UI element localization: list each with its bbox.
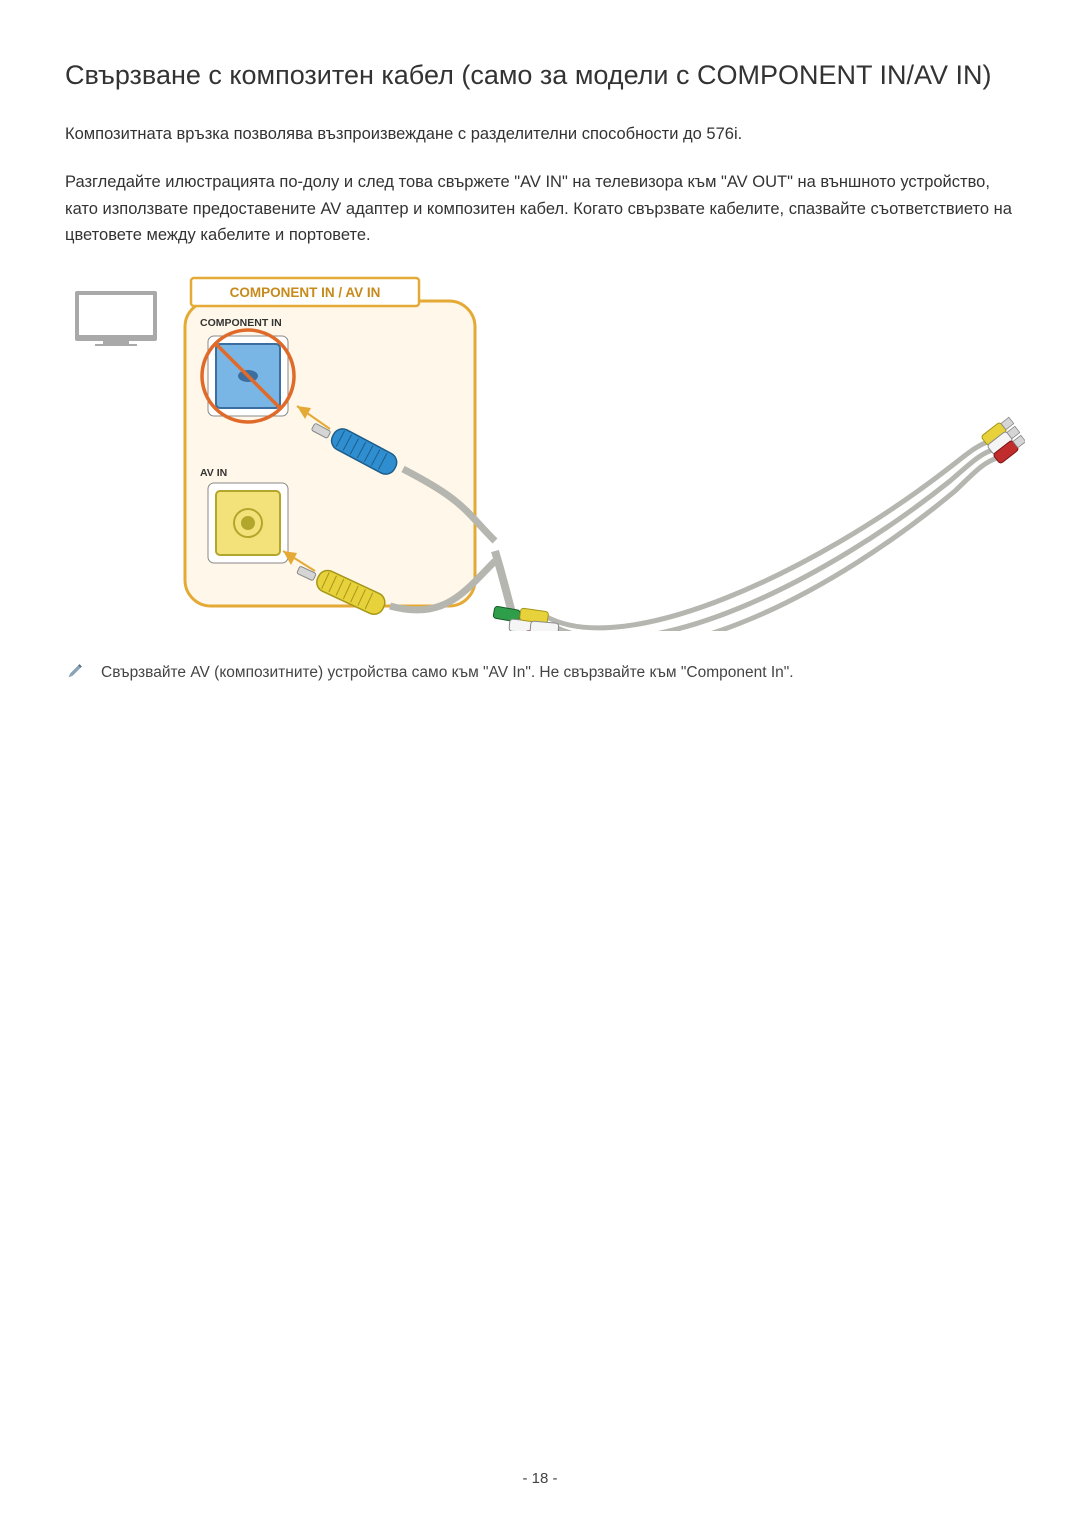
paragraph-instructions: Разгледайте илюстрацията по-долу и след …	[65, 169, 1015, 248]
component-in-label: COMPONENT IN	[200, 317, 282, 329]
composite-right-plugs	[981, 415, 1025, 463]
component-port	[202, 330, 294, 422]
tv-icon	[75, 291, 157, 346]
av-port	[208, 483, 288, 563]
pencil-icon	[65, 663, 83, 686]
note-row: Свързвайте AV (композитните) устройства …	[65, 661, 1015, 686]
diagram-svg: COMPONENT IN / AV IN COMPONENT IN AV IN	[65, 271, 1025, 631]
highlight-box-label: COMPONENT IN / AV IN	[230, 285, 381, 300]
page-number: - 18 -	[522, 1470, 557, 1487]
av-in-label: AV IN	[200, 467, 227, 479]
paragraph-intro: Композитната връзка позволява възпроизве…	[65, 121, 1015, 147]
composite-cable	[545, 441, 1000, 631]
section-heading: Свързване с композитен кабел (само за мо…	[65, 60, 1015, 91]
connection-diagram: COMPONENT IN / AV IN COMPONENT IN AV IN	[65, 271, 1025, 631]
note-text: Свързвайте AV (композитните) устройства …	[101, 661, 794, 684]
